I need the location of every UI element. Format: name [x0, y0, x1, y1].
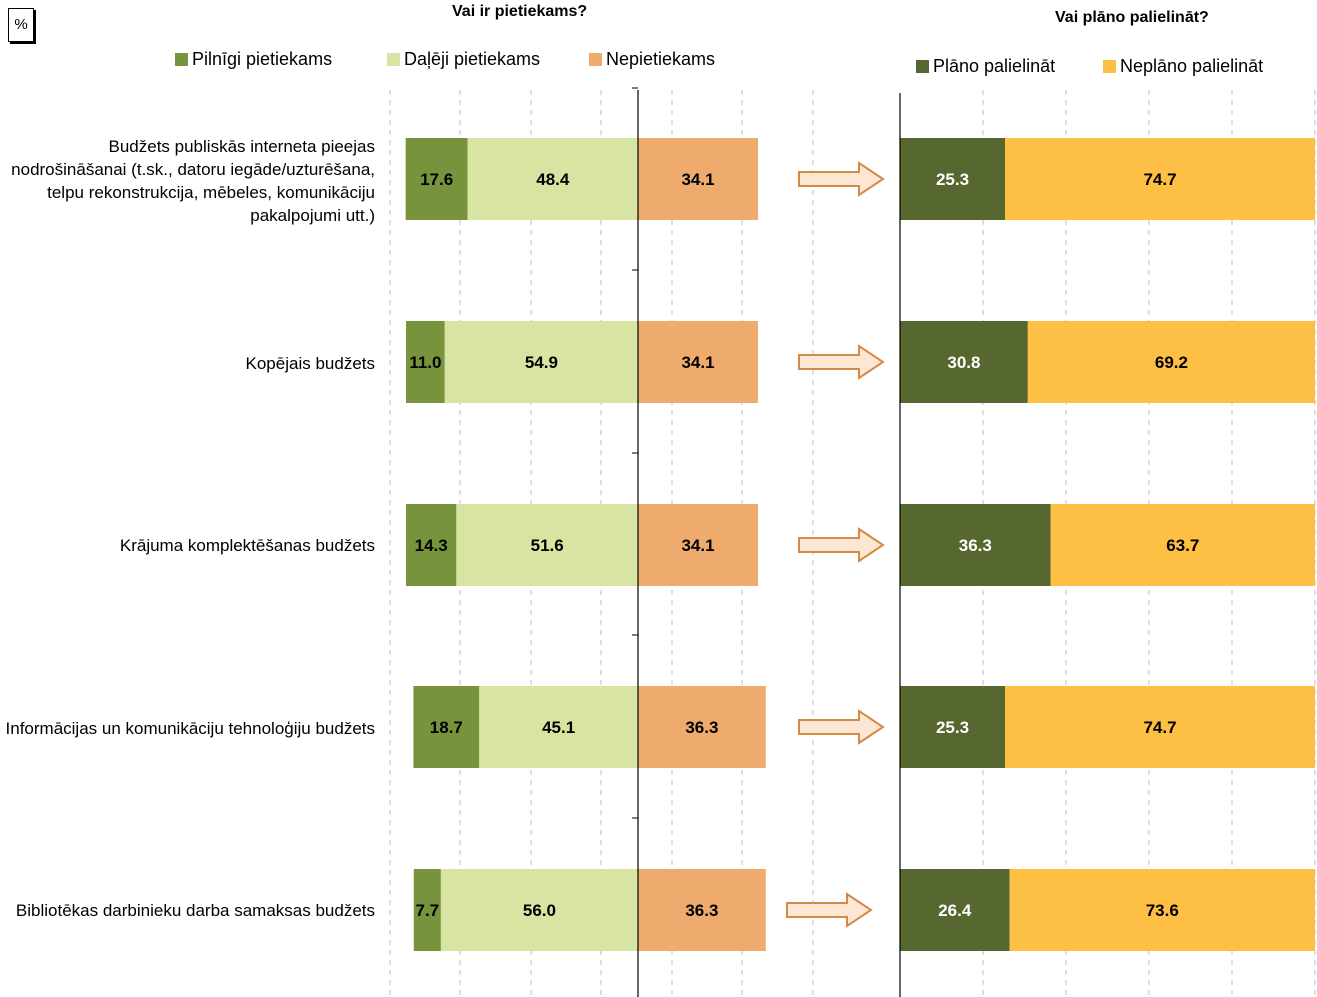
bar-partial [456, 504, 638, 586]
data-label: 73.6 [1146, 901, 1179, 920]
category-label: Budžets publiskās interneta pieejas nodr… [11, 137, 375, 225]
data-label: 25.3 [936, 718, 969, 737]
legend-label-partial: Daļēji pietiekams [404, 49, 541, 69]
data-label: 45.1 [542, 718, 575, 737]
bar-plan [900, 504, 1051, 586]
legend-swatch-full [175, 53, 188, 66]
bar-noplan [1004, 138, 1315, 220]
data-label: 34.1 [681, 353, 714, 372]
bar-insufficient [638, 138, 759, 220]
bar-noplan [1004, 686, 1315, 768]
bar-full [413, 869, 441, 951]
data-label: 26.4 [938, 901, 972, 920]
bar-plan [900, 321, 1028, 403]
legend-swatch-insufficient [589, 53, 602, 66]
data-label: 56.0 [523, 901, 556, 920]
legend-label-full: Pilnīgi pietiekams [192, 49, 333, 69]
data-label: 51.6 [531, 536, 564, 555]
bar-full [406, 504, 457, 586]
left-chart-title: Vai ir pietiekams? [452, 3, 588, 20]
arrow-icon [786, 892, 873, 928]
bar-partial [479, 686, 638, 768]
data-label: 74.7 [1143, 718, 1176, 737]
arrow-icon [798, 527, 885, 563]
bar-plan [900, 686, 1005, 768]
legend-item-partial: Daļēji pietiekams [387, 49, 540, 70]
arrow-icon [798, 709, 885, 745]
bar-noplan [1027, 321, 1315, 403]
bar-full [406, 321, 445, 403]
data-label: 48.4 [536, 170, 570, 189]
legend-label-insufficient: Nepietiekams [606, 49, 716, 69]
category-label: Bibliotēkas darbinieku darba samaksas bu… [15, 900, 375, 920]
unit-label: % [8, 8, 34, 42]
bar-partial [467, 138, 638, 220]
data-label: 36.3 [685, 901, 718, 920]
legend-item-noplan: Neplāno palielināt [1103, 56, 1263, 77]
data-label: 34.1 [681, 170, 714, 189]
data-label: 34.1 [681, 536, 714, 555]
data-label: 30.8 [947, 353, 980, 372]
right-chart-title: Vai plāno palielināt? [1055, 9, 1209, 26]
bar-insufficient [638, 869, 766, 951]
bar-noplan [1009, 869, 1315, 951]
data-label: 54.9 [525, 353, 558, 372]
data-label: 63.7 [1166, 536, 1199, 555]
data-label: 7.7 [416, 901, 440, 920]
arrow-icon [798, 161, 885, 197]
bar-insufficient [638, 686, 766, 768]
bar-partial [440, 869, 638, 951]
data-label: 17.6 [420, 170, 453, 189]
data-label: 74.7 [1143, 170, 1176, 189]
bar-full [405, 138, 468, 220]
bar-plan [900, 138, 1005, 220]
bar-insufficient [638, 504, 759, 586]
category-label: Krājuma komplektēšanas budžets [119, 535, 375, 555]
legend-swatch-plan [916, 60, 929, 73]
data-label: 11.0 [409, 353, 441, 372]
data-label: 36.3 [959, 536, 992, 555]
legend-label-noplan: Neplāno palielināt [1120, 56, 1264, 76]
legend-label-plan: Plāno palielināt [933, 56, 1056, 76]
data-label: 18.7 [430, 718, 463, 737]
legend-swatch-partial [387, 53, 400, 66]
arrow-icon [798, 344, 885, 380]
legend-item-insufficient: Nepietiekams [589, 49, 715, 70]
bar-full [413, 686, 480, 768]
data-label: 36.3 [685, 718, 718, 737]
bar-noplan [1050, 504, 1315, 586]
legend-item-full: Pilnīgi pietiekams [175, 49, 332, 70]
data-label: 69.2 [1155, 353, 1188, 372]
legend-item-plan: Plāno palielināt [916, 56, 1055, 77]
category-label: Kopējais budžets [245, 353, 375, 373]
legend-swatch-noplan [1103, 60, 1116, 73]
data-label: 14.3 [415, 536, 448, 555]
bar-plan [900, 869, 1010, 951]
category-label: Informācijas un komunikāciju tehnoloģiju… [5, 718, 375, 738]
bar-partial [444, 321, 638, 403]
data-label: 25.3 [936, 170, 969, 189]
bar-insufficient [638, 321, 759, 403]
